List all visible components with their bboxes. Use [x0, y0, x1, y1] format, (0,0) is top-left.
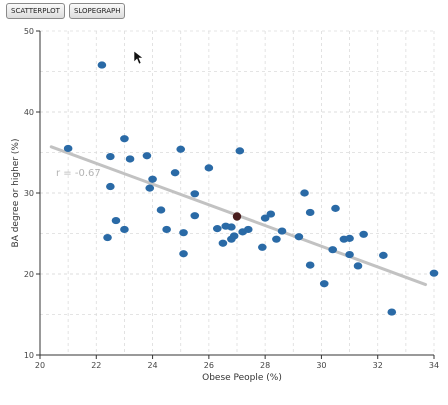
x-tick-label: 34 — [429, 361, 439, 370]
data-point — [429, 269, 439, 277]
data-point — [379, 251, 388, 259]
data-point — [106, 152, 115, 161]
x-tick-label: 26 — [204, 361, 214, 370]
x-axis-label: Obese People (%) — [202, 373, 282, 383]
data-point — [176, 145, 186, 153]
data-point — [387, 308, 397, 316]
view-toolbar: SCATTERPLOT SLOPEGRAPH — [6, 3, 126, 19]
data-point — [120, 135, 129, 143]
x-tick-label: 22 — [91, 361, 101, 370]
data-points — [63, 61, 439, 316]
x-tick-label: 24 — [147, 361, 157, 370]
data-point — [294, 233, 304, 241]
data-point — [103, 233, 112, 242]
data-point — [243, 225, 253, 234]
y-tick-label: 10 — [24, 351, 34, 360]
data-point — [156, 206, 166, 214]
slopegraph-button[interactable]: SLOPEGRAPH — [68, 3, 126, 19]
data-point — [204, 164, 214, 172]
data-point — [235, 147, 245, 155]
data-point — [328, 246, 337, 254]
data-point — [145, 184, 155, 192]
data-point — [272, 235, 281, 243]
data-point — [319, 280, 329, 288]
data-point — [179, 250, 188, 258]
data-point — [260, 214, 270, 222]
data-point — [190, 190, 200, 198]
data-point — [229, 232, 239, 240]
data-point — [97, 61, 107, 69]
highlighted-point — [232, 212, 242, 221]
mouse-cursor-icon — [133, 50, 144, 65]
data-point — [162, 225, 171, 234]
data-point — [258, 243, 267, 251]
data-point — [305, 208, 315, 217]
correlation-annotation: r = -0.67 — [56, 168, 101, 179]
data-point — [125, 155, 135, 163]
data-point — [353, 262, 363, 270]
data-point — [106, 182, 115, 191]
data-point — [331, 204, 340, 212]
x-tick-label: 28 — [260, 361, 270, 370]
x-tick-label: 30 — [316, 361, 326, 370]
y-tick-label: 40 — [24, 108, 34, 117]
data-point — [170, 169, 180, 177]
data-point — [345, 234, 354, 242]
data-point — [359, 230, 368, 238]
data-point — [120, 225, 129, 234]
x-tick-label: 20 — [35, 361, 45, 370]
data-point — [148, 175, 157, 183]
data-point — [111, 216, 121, 225]
data-point — [142, 152, 152, 160]
data-point — [218, 239, 228, 247]
data-point — [345, 250, 354, 259]
data-point — [277, 227, 287, 235]
y-axis-label: BA degree or higher (%) — [11, 139, 21, 248]
scatterplot-button[interactable]: SCATTERPLOT — [6, 3, 65, 19]
grid — [40, 30, 435, 355]
data-point — [227, 223, 236, 231]
data-point — [300, 189, 309, 197]
data-point — [190, 212, 200, 220]
y-tick-label: 50 — [24, 27, 34, 36]
y-tick-label: 20 — [24, 270, 34, 279]
data-point — [63, 144, 73, 153]
data-point — [213, 225, 222, 233]
y-tick-label: 30 — [24, 189, 34, 198]
data-point — [266, 210, 276, 218]
data-point — [179, 229, 188, 237]
data-point — [305, 261, 315, 269]
x-tick-label: 32 — [373, 361, 383, 370]
